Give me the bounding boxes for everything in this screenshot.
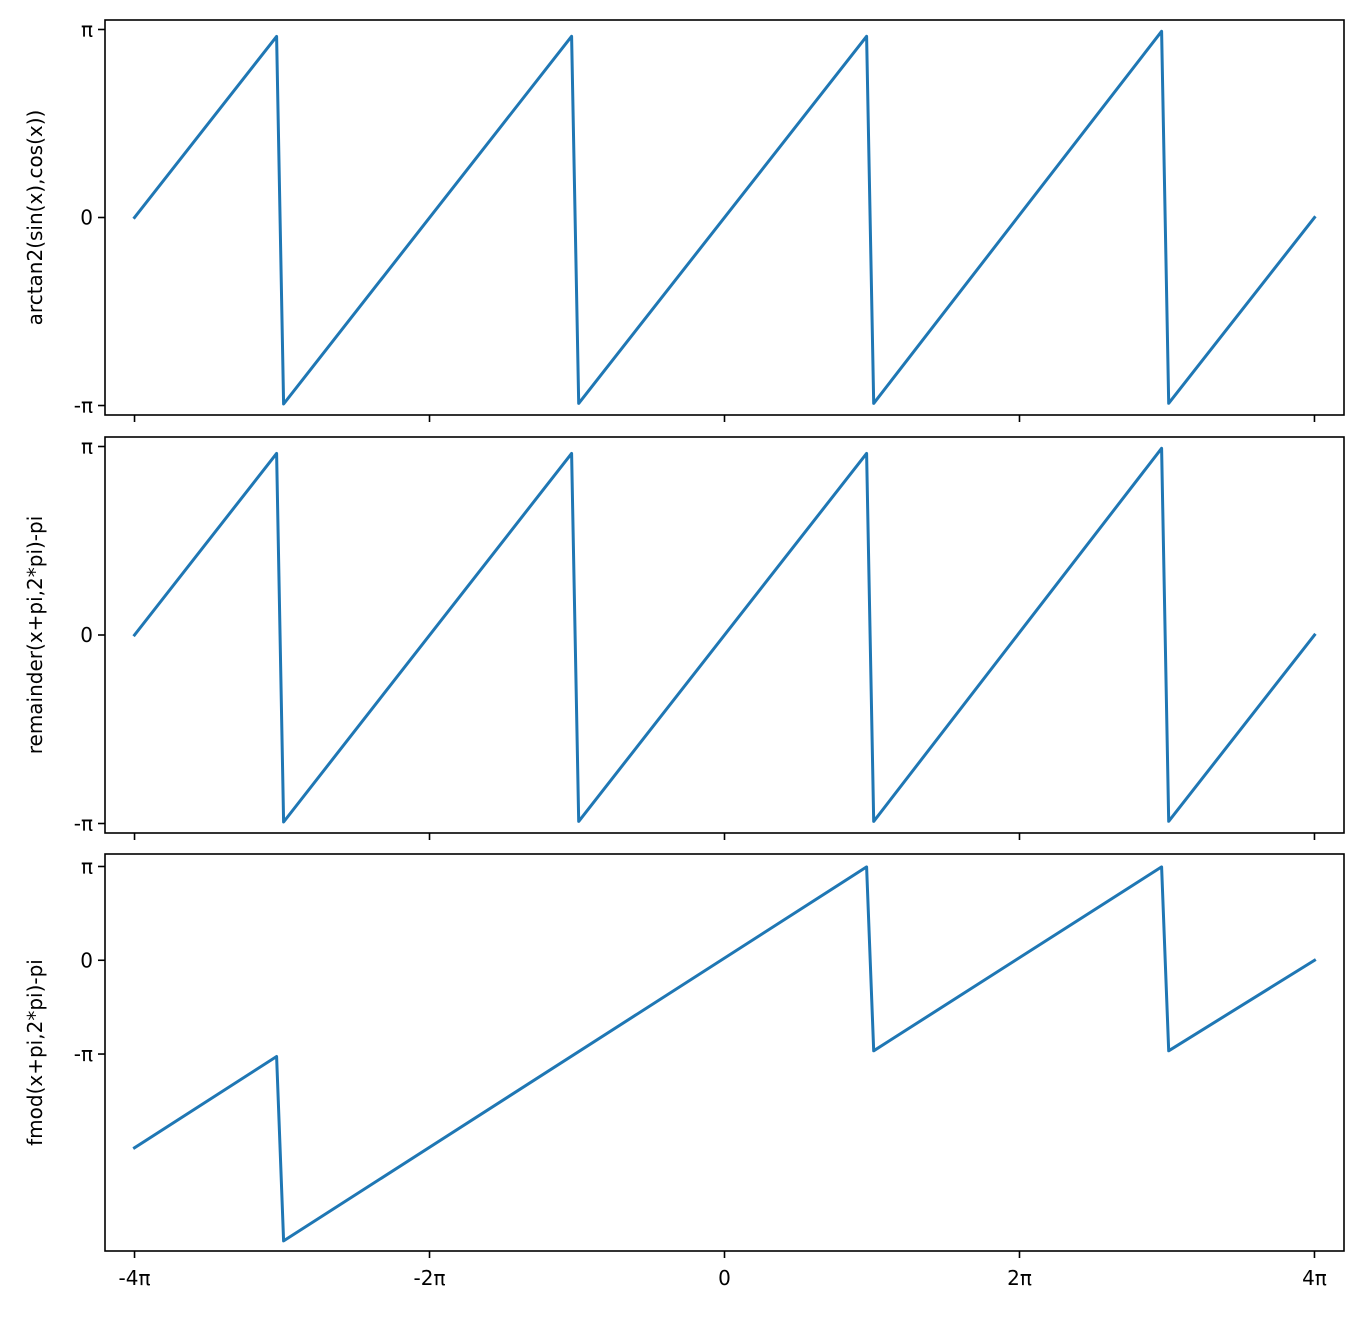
x-tick-label: 0 — [718, 1266, 731, 1290]
subplot-3: -4π -2π 0 2π 4π π 0 -π fmod(x+pi,2*pi)-pi — [23, 853, 1345, 1290]
y-tick-label: π — [81, 435, 93, 459]
y-tick-label: -π — [74, 811, 93, 835]
series-line-1 — [132, 865, 1317, 1243]
y-tick-label: π — [81, 17, 93, 41]
axes-frame — [104, 853, 1345, 1252]
x-tick-label: -4π — [119, 1266, 151, 1290]
y-tick-label: -π — [74, 1042, 93, 1066]
y-axis-label: arctan2(sin(x),cos(x)) — [23, 110, 47, 326]
y-tick-label: 0 — [80, 948, 93, 972]
y-tick-label: -π — [74, 394, 93, 418]
y-tick-label: π — [81, 854, 93, 878]
subplot-2: π 0 -π remainder(x+pi,2*pi)-pi — [23, 435, 1345, 840]
series-line-1 — [132, 29, 1317, 406]
series-line-1 — [132, 446, 1317, 824]
y-tick-label: 0 — [80, 623, 93, 647]
x-tick-label: -2π — [414, 1266, 446, 1290]
subplot-1: π 0 -π arctan2(sin(x),cos(x)) — [23, 17, 1345, 422]
y-axis-label: remainder(x+pi,2*pi)-pi — [23, 516, 47, 755]
x-tick-label: 2π — [1007, 1266, 1032, 1290]
x-tick-label: 4π — [1302, 1266, 1327, 1290]
y-axis-label: fmod(x+pi,2*pi)-pi — [23, 959, 47, 1146]
y-tick-label: 0 — [80, 206, 93, 230]
